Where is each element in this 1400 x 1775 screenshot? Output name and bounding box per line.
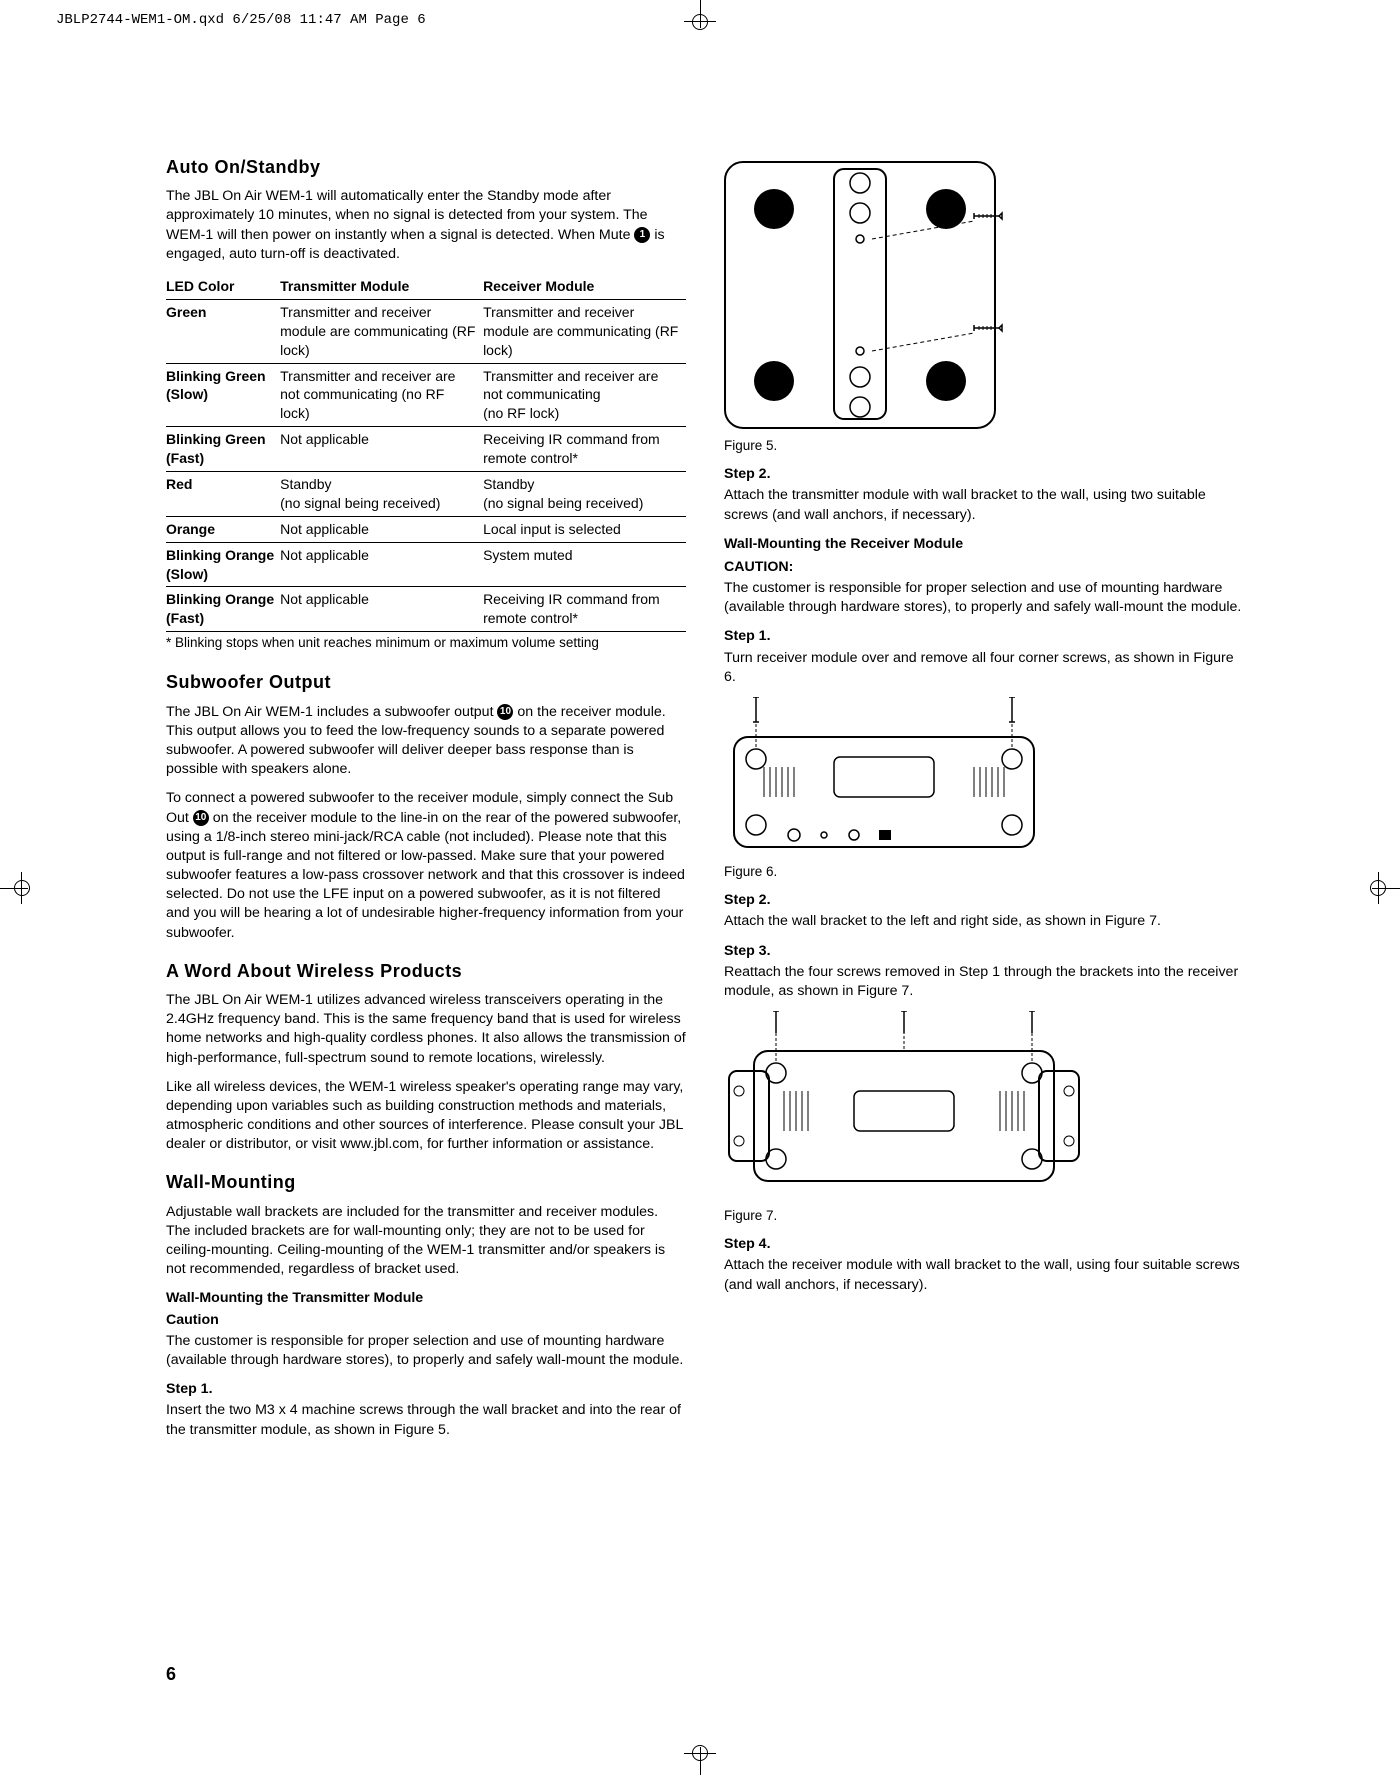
figure-5-svg xyxy=(724,161,1154,431)
rx-step3-label: Step 3. xyxy=(724,942,1244,961)
figure-7 xyxy=(724,1011,1244,1201)
caution-p: The customer is responsible for proper s… xyxy=(166,1332,686,1370)
rx-step1-p: Turn receiver module over and remove all… xyxy=(724,649,1244,687)
table-row: Blinking Orange(Slow)Not applicableSyste… xyxy=(166,542,686,587)
figure-6-label: Figure 6. xyxy=(724,863,1244,881)
heading-wireless: A Word About Wireless Products xyxy=(166,959,686,983)
text: on the receiver module to the line-in on… xyxy=(166,810,685,941)
step1-p: Insert the two M3 x 4 machine screws thr… xyxy=(166,1401,686,1439)
auto-paragraph: The JBL On Air WEM-1 will automatically … xyxy=(166,187,686,264)
rx-step2-p: Attach the wall bracket to the left and … xyxy=(724,912,1244,931)
right-column: Figure 5. Step 2. Attach the transmitter… xyxy=(724,155,1244,1450)
figure-7-label: Figure 7. xyxy=(724,1207,1244,1225)
wall-p: Adjustable wall brackets are included fo… xyxy=(166,1203,686,1280)
rx-step2-label: Step 2. xyxy=(724,891,1244,910)
callout-1-icon: 1 xyxy=(634,227,650,243)
callout-10-icon: 10 xyxy=(497,704,513,720)
crop-mark xyxy=(692,14,708,30)
heading-subwoofer: Subwoofer Output xyxy=(166,670,686,694)
wireless-p1: The JBL On Air WEM-1 utilizes advanced w… xyxy=(166,991,686,1068)
crop-mark xyxy=(21,872,22,904)
text: The JBL On Air WEM-1 will automatically … xyxy=(166,188,648,242)
led-table-body: GreenTransmitter and receiver module are… xyxy=(166,299,686,631)
wireless-p2: Like all wireless devices, the WEM-1 wir… xyxy=(166,1078,686,1155)
table-footnote: * Blinking stops when unit reaches minim… xyxy=(166,634,686,652)
th-led-color: LED Color xyxy=(166,274,280,299)
crop-mark xyxy=(684,21,716,22)
callout-10-icon: 10 xyxy=(193,810,209,826)
heading-wall-mounting: Wall-Mounting xyxy=(166,1170,686,1194)
caution-p-rx: The customer is responsible for proper s… xyxy=(724,579,1244,617)
step2-label: Step 2. xyxy=(724,465,1244,484)
crop-mark xyxy=(684,1753,716,1754)
table-row: Blinking Green(Slow)Transmitter and rece… xyxy=(166,363,686,427)
step1-label: Step 1. xyxy=(166,1380,686,1399)
figure-7-svg xyxy=(724,1011,1084,1201)
rx-step1-label: Step 1. xyxy=(724,627,1244,646)
crop-mark xyxy=(14,880,30,896)
table-row: RedStandby(no signal being received)Stan… xyxy=(166,472,686,517)
figure-5 xyxy=(724,161,1244,431)
crop-mark xyxy=(1378,872,1379,904)
print-slug: JBLP2744-WEM1-OM.qxd 6/25/08 11:47 AM Pa… xyxy=(56,12,426,28)
table-row: Blinking Orange(Fast)Not applicableRecei… xyxy=(166,587,686,632)
wall-rx-heading: Wall-Mounting the Receiver Module xyxy=(724,535,1244,554)
th-receiver: Receiver Module xyxy=(483,274,686,299)
page: JBLP2744-WEM1-OM.qxd 6/25/08 11:47 AM Pa… xyxy=(0,0,1400,1775)
table-row: Blinking Green(Fast)Not applicableReceiv… xyxy=(166,427,686,472)
table-row: GreenTransmitter and receiver module are… xyxy=(166,299,686,363)
figure-5-label: Figure 5. xyxy=(724,437,1244,455)
caution-heading-rx: CAUTION: xyxy=(724,558,1244,577)
wall-tx-heading: Wall-Mounting the Transmitter Module xyxy=(166,1289,686,1308)
figure-6-svg xyxy=(724,697,1044,857)
rx-step4-p: Attach the receiver module with wall bra… xyxy=(724,1256,1244,1294)
rx-step4-label: Step 4. xyxy=(724,1235,1244,1254)
table-row: OrangeNot applicableLocal input is selec… xyxy=(166,516,686,542)
sub-p1: The JBL On Air WEM-1 includes a subwoofe… xyxy=(166,703,686,780)
th-transmitter: Transmitter Module xyxy=(280,274,483,299)
content: Auto On/Standby The JBL On Air WEM-1 wil… xyxy=(166,155,1246,1450)
sub-p2: To connect a powered subwoofer to the re… xyxy=(166,789,686,942)
caution-heading: Caution xyxy=(166,1311,686,1330)
page-number: 6 xyxy=(166,1664,176,1685)
figure-6 xyxy=(724,697,1244,857)
led-table: LED Color Transmitter Module Receiver Mo… xyxy=(166,274,686,632)
rx-step3-p: Reattach the four screws removed in Step… xyxy=(724,963,1244,1001)
heading-auto-standby: Auto On/Standby xyxy=(166,155,686,179)
step2-p: Attach the transmitter module with wall … xyxy=(724,486,1244,524)
text: The JBL On Air WEM-1 includes a subwoofe… xyxy=(166,704,497,720)
left-column: Auto On/Standby The JBL On Air WEM-1 wil… xyxy=(166,155,686,1450)
